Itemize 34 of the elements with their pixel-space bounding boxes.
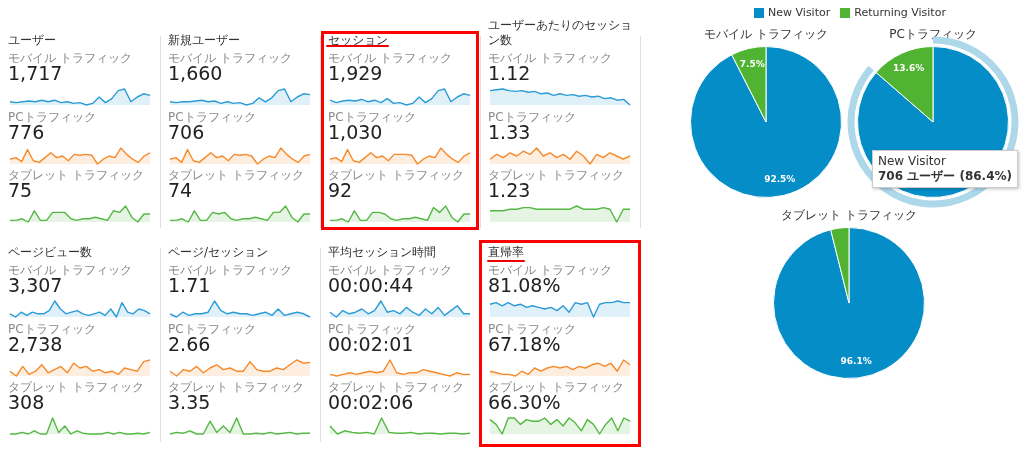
chart-title: タブレット トラフィック: [780, 207, 918, 224]
chart-title: PCトラフィック: [168, 320, 256, 337]
text: ページビュー数: [8, 245, 93, 260]
text: New Visitor: [878, 154, 947, 169]
text: 新規ユーザー: [168, 33, 241, 48]
text: セッション: [328, 33, 389, 48]
text: 直帰率: [488, 245, 525, 260]
chart-title: タブレット トラフィック: [328, 167, 464, 183]
text: ユーザー: [8, 33, 57, 48]
chart-title: タブレット トラフィック: [488, 379, 624, 395]
chart-title: PCトラフィック: [328, 320, 416, 337]
legend-label: Returning Visitor: [854, 6, 946, 19]
data-label: 7.5%: [739, 59, 765, 70]
text: モバイル トラフィック: [703, 26, 829, 43]
chart-title: タブレット トラフィック: [8, 379, 144, 395]
text: ページ/セッション: [168, 245, 270, 260]
chart-title: PCトラフィック: [488, 108, 576, 125]
text: 平均セッション時間: [328, 245, 437, 260]
chart-title: PCトラフィック: [328, 108, 416, 125]
data-label: 13.6%: [892, 62, 925, 73]
chart-title: タブレット トラフィック: [168, 167, 304, 183]
chart-title: タブレット トラフィック: [8, 167, 144, 183]
chart-title: タブレット トラフィック: [488, 167, 624, 183]
data-label: 96.1%: [840, 355, 872, 366]
data-label: 92.5%: [764, 173, 796, 184]
chart-title: PCトラフィック: [488, 320, 576, 337]
chart-title: PCトラフィック: [8, 108, 96, 125]
chart-title: PCトラフィック: [8, 320, 96, 337]
chart-title: タブレット トラフィック: [328, 379, 464, 395]
chart-title: PCトラフィック: [168, 108, 256, 125]
text: ユーザーあたりのセッション数: [488, 18, 633, 48]
chart-title: タブレット トラフィック: [168, 379, 304, 395]
legend-label: New Visitor: [768, 6, 831, 19]
text: 706 ユーザー (86.4%): [878, 169, 1013, 184]
